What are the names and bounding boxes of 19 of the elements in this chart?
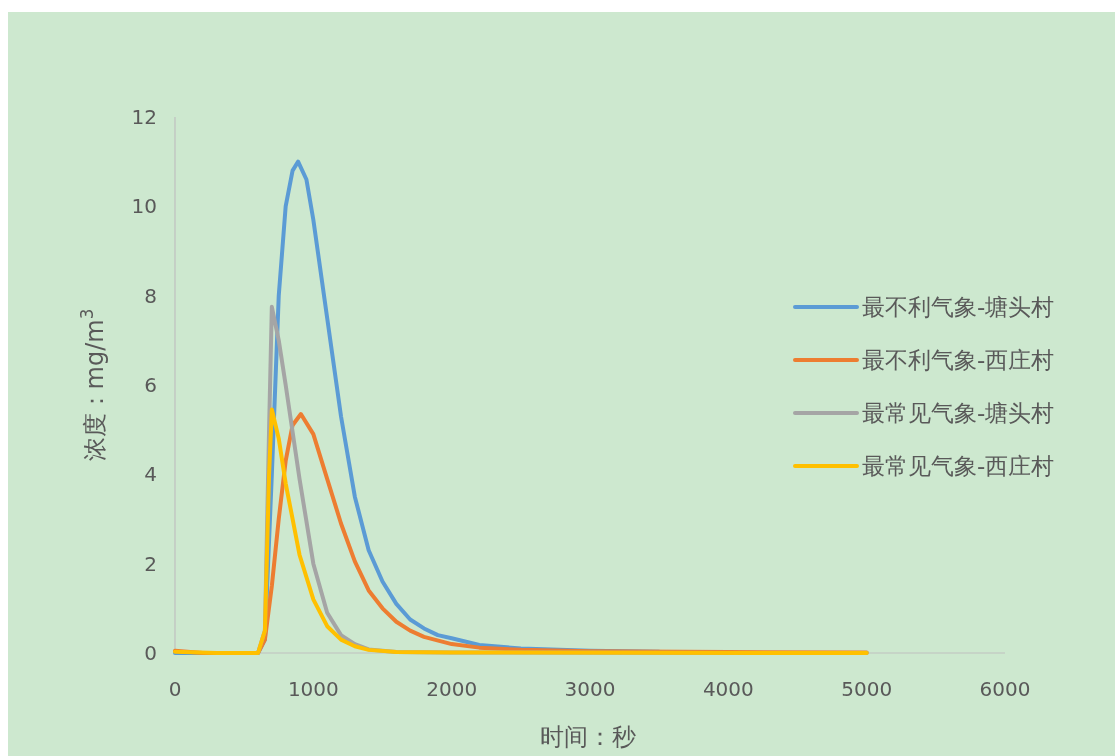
y-tick-label: 4 [144,462,157,487]
y-tick-label: 12 [131,105,157,129]
x-tick-label: 0 [168,677,182,701]
y-tick-label: 8 [144,283,157,308]
legend-label: 最不利气象-西庄村 [862,347,1055,373]
y-tick-label: 0 [144,641,157,665]
y-tick-label: 10 [131,194,157,219]
x-tick-label: 3000 [564,677,616,701]
x-tick-label: 6000 [979,677,1031,701]
legend-label: 最常见气象-西庄村 [862,453,1055,479]
legend-label: 最不利气象-塘头村 [862,294,1055,320]
x-tick-label: 1000 [287,677,339,701]
legend-label: 最常见气象-塘头村 [862,400,1055,426]
y-tick-label: 6 [144,373,157,397]
x-tick-label: 2000 [426,677,478,701]
x-tick-label: 4000 [702,677,754,701]
y-tick-label: 2 [144,551,157,576]
x-tick-label: 5000 [841,677,893,701]
x-axis-title: 时间：秒 [540,723,636,751]
